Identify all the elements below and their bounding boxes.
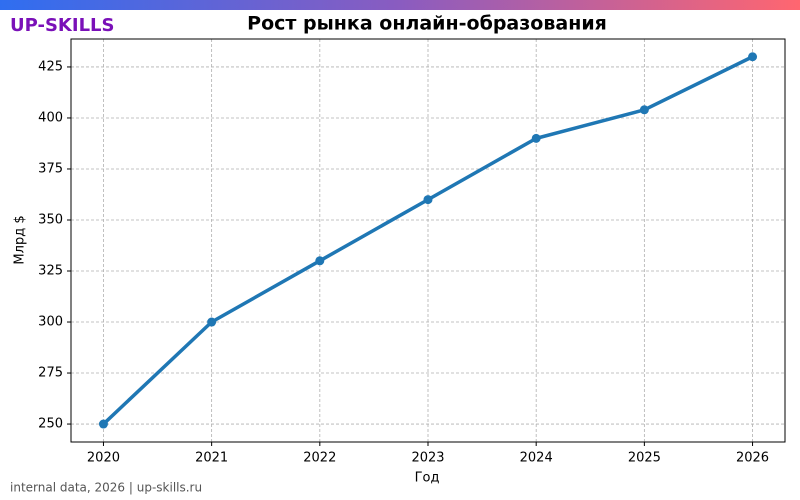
x-tick-label: 2026: [736, 451, 769, 466]
y-tick-label: 325: [38, 264, 63, 279]
chart-title: Рост рынка онлайн-образования: [247, 13, 607, 35]
point: [748, 52, 758, 62]
x-tick-label: 2025: [628, 451, 661, 466]
point: [207, 317, 217, 327]
x-tick-label: 2024: [520, 451, 553, 466]
point: [639, 105, 649, 115]
y-tick-label: 375: [38, 161, 63, 176]
x-tick-label: 2020: [87, 451, 120, 466]
plot-frame: [70, 38, 786, 443]
y-axis-label: Млрд $: [13, 215, 28, 264]
y-tick-label: 250: [38, 417, 63, 432]
footer: internal data, 2026 | up-skills.ru: [10, 481, 202, 495]
point: [531, 133, 541, 143]
point: [315, 256, 325, 266]
y-tick-label: 350: [38, 212, 63, 227]
y-tick-label: 275: [38, 366, 63, 381]
x-tick-label: 2022: [303, 451, 336, 466]
y-tick-label: 300: [38, 315, 63, 330]
point: [423, 195, 433, 205]
top-bar: [0, 0, 800, 10]
x-axis-label: Год: [415, 471, 440, 486]
y-tick-label: 425: [38, 59, 63, 74]
x-tick-label: 2023: [411, 451, 444, 466]
y-tick-label: 400: [38, 110, 63, 125]
brand: UP-SKILLS: [10, 15, 114, 36]
point: [98, 419, 108, 429]
x-tick-label: 2021: [195, 451, 228, 466]
